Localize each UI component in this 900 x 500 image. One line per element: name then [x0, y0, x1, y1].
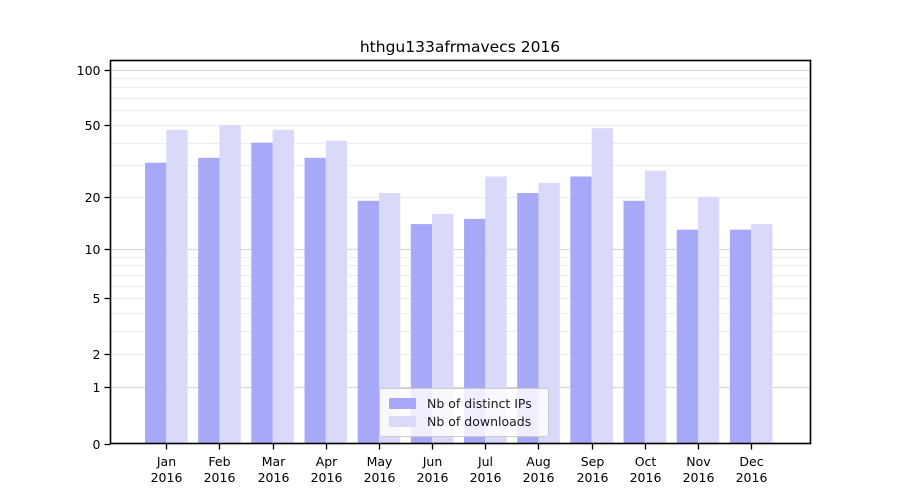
- x-tick-label-month: Jul: [477, 454, 493, 469]
- legend-swatch-downloads: [389, 416, 416, 428]
- x-tick-label-year: 2016: [736, 470, 768, 485]
- bar-distinct-ips-Nov: [676, 229, 698, 444]
- bar-distinct-ips-Dec: [729, 229, 752, 444]
- bar-distinct-ips-Feb: [198, 157, 220, 444]
- x-tick-label-year: 2016: [364, 470, 396, 485]
- bar-downloads-Jan: [166, 129, 188, 444]
- bar-downloads-Mar: [272, 129, 294, 444]
- plot-box: [109, 59, 812, 445]
- x-tick-label-year: 2016: [470, 470, 502, 485]
- y-tick-label: 100: [77, 63, 101, 78]
- bar-downloads-Sep: [591, 128, 613, 444]
- y-tick-label: 20: [85, 190, 101, 205]
- x-tick-label-month: Jan: [156, 454, 176, 469]
- x-tick-label-month: Dec: [739, 454, 763, 469]
- legend-entry-distinct-ips: Nb of distinct IPs: [389, 396, 539, 411]
- bar-downloads-Apr: [325, 140, 348, 444]
- x-tick-label-year: 2016: [151, 470, 183, 485]
- bar-distinct-ips-Mar: [251, 142, 273, 444]
- x-tick-label-month: Mar: [262, 454, 286, 469]
- y-tick-label: 5: [93, 291, 101, 306]
- x-tick-label-year: 2016: [523, 470, 555, 485]
- bar-distinct-ips-Sep: [570, 176, 592, 444]
- x-tick-label-month: Nov: [686, 454, 711, 469]
- x-tick-label-year: 2016: [311, 470, 343, 485]
- legend: Nb of distinct IPs Nb of downloads: [379, 388, 549, 437]
- bar-distinct-ips-May: [357, 200, 379, 444]
- x-tick-label-year: 2016: [577, 470, 609, 485]
- bar-distinct-ips-Jul: [464, 218, 486, 444]
- y-tick-label: 2: [93, 347, 101, 362]
- x-tick-label-year: 2016: [683, 470, 715, 485]
- bar-distinct-ips-Apr: [304, 157, 326, 444]
- x-tick-label-month: May: [367, 454, 393, 469]
- legend-swatch-distinct-ips: [389, 397, 416, 409]
- y-tick-label: 10: [85, 242, 101, 257]
- x-tick-label-month: Feb: [208, 454, 230, 469]
- bar-downloads-Jul: [485, 176, 507, 444]
- bar-downloads-Oct: [644, 170, 667, 444]
- bar-distinct-ips-Jan: [145, 162, 167, 444]
- bar-downloads-Nov: [698, 196, 720, 444]
- bar-downloads-Dec: [751, 224, 773, 444]
- x-tick-label-year: 2016: [258, 470, 290, 485]
- legend-label-downloads: Nb of downloads: [427, 414, 532, 430]
- bar-downloads-Feb: [219, 124, 241, 444]
- x-tick-label-month: Aug: [526, 454, 550, 469]
- legend-label-distinct-ips: Nb of distinct IPs: [427, 395, 532, 411]
- y-tick-label: 1: [93, 380, 101, 395]
- bar-downloads-Jun: [432, 213, 454, 444]
- y-tick-label: 0: [93, 437, 101, 452]
- x-tick-label-year: 2016: [417, 470, 449, 485]
- x-tick-label-year: 2016: [204, 470, 236, 485]
- y-tick-label: 50: [85, 118, 101, 133]
- bar-downloads-May: [378, 193, 401, 444]
- bar-downloads-Aug: [538, 182, 560, 444]
- x-tick-label-year: 2016: [630, 470, 662, 485]
- chart-title: hthgu133afrmavecs 2016: [359, 38, 561, 56]
- legend-entry-downloads: Nb of downloads: [389, 414, 539, 429]
- bar-distinct-ips-Oct: [623, 200, 645, 444]
- x-tick-label-month: Oct: [635, 454, 657, 469]
- x-tick-label-month: Jun: [422, 454, 443, 469]
- x-tick-label-month: Apr: [316, 454, 338, 469]
- x-tick-label-month: Sep: [581, 454, 605, 469]
- bar-distinct-ips-Aug: [517, 193, 539, 444]
